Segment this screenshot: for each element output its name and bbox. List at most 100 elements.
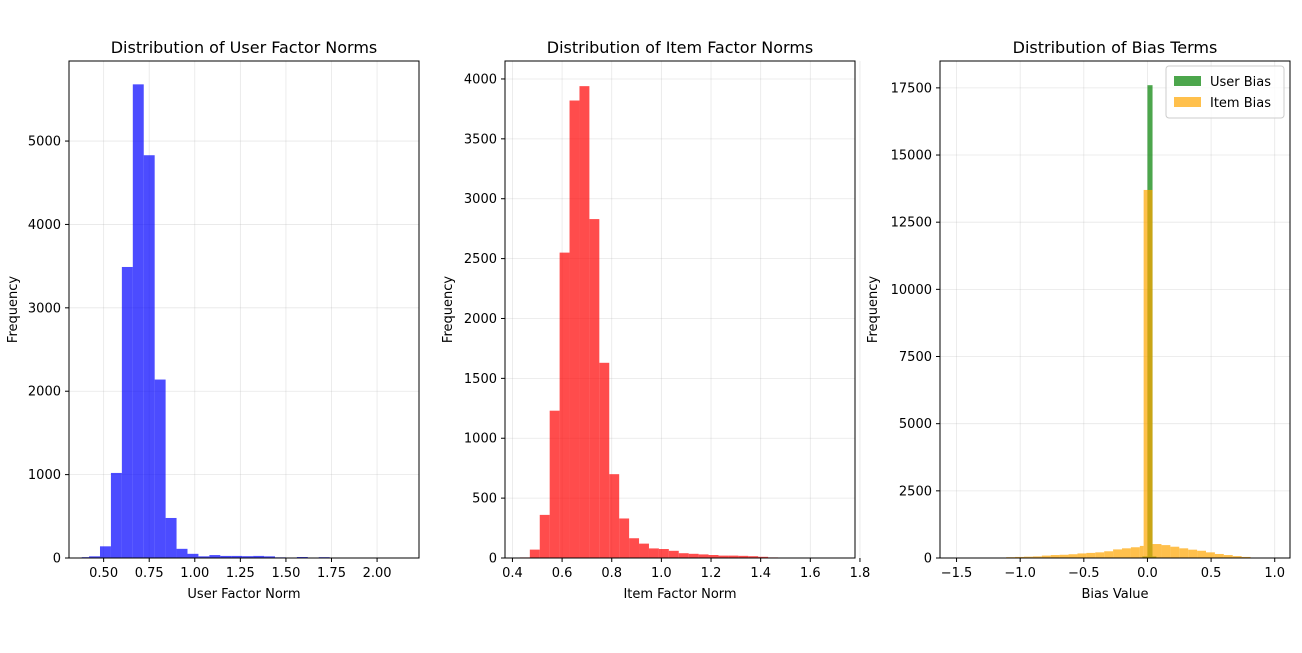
chart-title: Distribution of Bias Terms (1013, 38, 1218, 57)
x-tick-label: 0.6 (552, 566, 573, 581)
x-tick-label: 1.00 (180, 566, 209, 581)
x-tick-label: 1.6 (800, 566, 821, 581)
histogram-bar (187, 553, 199, 558)
histogram-bar (1104, 551, 1114, 558)
y-tick-label: 1000 (464, 432, 497, 447)
y-tick-label: 0 (489, 552, 497, 567)
x-axis-label: User Factor Norm (187, 587, 300, 602)
legend-swatch (1174, 76, 1201, 86)
y-tick-label: 5000 (28, 135, 61, 150)
x-tick-label: 1.4 (750, 566, 771, 581)
y-tick-label: 3000 (28, 301, 61, 316)
histogram-bar (678, 553, 689, 558)
histogram-bar (1015, 556, 1024, 558)
x-axis-label: Bias Value (1081, 587, 1148, 602)
y-tick-label: 5000 (899, 417, 932, 432)
histogram-bar (529, 549, 540, 558)
histogram-bar (1170, 546, 1180, 558)
histogram-bar (1122, 548, 1131, 558)
histogram-bar (121, 266, 133, 558)
histogram-bar (668, 550, 679, 558)
y-tick-label: 0 (53, 552, 61, 567)
x-tick-label: 2.00 (363, 566, 392, 581)
histogram-bar (648, 548, 659, 558)
legend-label: User Bias (1210, 75, 1271, 90)
x-tick-label: 1.50 (271, 566, 300, 581)
y-tick-label: 2500 (899, 484, 932, 499)
x-axis-label: Item Factor Norm (623, 587, 736, 602)
histogram-bar (1059, 554, 1069, 558)
histogram-bar (1032, 556, 1042, 558)
x-tick-label: 1.75 (317, 566, 346, 581)
histogram-bar (1223, 555, 1233, 558)
histogram-bar (198, 556, 210, 558)
x-tick-label: −1.0 (1004, 566, 1036, 581)
histogram-bar (1214, 553, 1224, 558)
histogram-bar (209, 555, 221, 558)
histogram-bar (688, 553, 699, 558)
histogram-bar (1197, 550, 1206, 558)
y-tick-label: 0 (924, 552, 932, 567)
histogram-bar (1024, 556, 1033, 558)
histogram-bar (539, 514, 550, 558)
histogram-bar (698, 554, 709, 558)
histogram-bar (609, 474, 620, 558)
histogram-bar (1095, 552, 1105, 558)
x-tick-label: 0.8 (601, 566, 622, 581)
histogram-bar (1139, 545, 1144, 558)
y-tick-label: 10000 (891, 283, 932, 298)
histogram-bar (658, 549, 669, 558)
histogram-bar (1152, 544, 1162, 558)
y-tick-label: 3000 (464, 192, 497, 207)
histogram-bar (1086, 552, 1096, 558)
histogram-bar (1077, 553, 1087, 558)
y-tick-label: 2500 (464, 252, 497, 267)
y-tick-label: 1000 (28, 468, 61, 483)
x-tick-label: 1.0 (651, 566, 672, 581)
y-axis-label: Frequency (866, 276, 881, 343)
histogram-bar (253, 555, 265, 558)
x-tick-label: −1.5 (941, 566, 973, 581)
y-tick-label: 15000 (891, 149, 932, 164)
x-tick-label: 0.4 (502, 566, 523, 581)
histogram-bar (708, 555, 719, 558)
histogram-bar (99, 546, 111, 558)
histogram-bar (89, 556, 100, 558)
histogram-bar (1143, 189, 1153, 558)
y-tick-label: 2000 (464, 312, 497, 327)
x-tick-label: 0.50 (89, 566, 118, 581)
histogram-bar (1188, 549, 1198, 558)
histogram-bar (559, 252, 570, 559)
x-tick-label: 0.75 (135, 566, 164, 581)
histogram-bar (231, 555, 243, 558)
histogram-bar (1179, 548, 1189, 558)
histogram-bar (589, 219, 600, 559)
histogram-bar (176, 548, 188, 558)
y-tick-label: 4000 (28, 218, 61, 233)
histogram-bar (220, 555, 232, 558)
histogram-bar (1232, 556, 1242, 558)
chart-title: Distribution of User Factor Norms (111, 38, 378, 57)
histogram-bar (165, 517, 177, 558)
y-tick-label: 2000 (28, 385, 61, 400)
axes-frame (939, 60, 1291, 559)
histogram-bar (738, 555, 749, 558)
y-axis-label: Frequency (6, 276, 21, 343)
chart-title: Distribution of Item Factor Norms (547, 38, 813, 57)
y-tick-label: 500 (472, 492, 497, 507)
legend-label: Item Bias (1210, 96, 1271, 111)
histogram-bar (264, 556, 275, 558)
y-axis-label: Frequency (441, 276, 456, 343)
histogram-bar (296, 556, 308, 558)
histogram-bar (579, 86, 590, 558)
y-tick-label: 7500 (899, 350, 932, 365)
histogram-bar (1041, 555, 1051, 558)
histogram-bar (1050, 555, 1060, 558)
y-tick-label: 17500 (891, 81, 932, 96)
histogram-bar (132, 84, 144, 558)
histogram-bar (1130, 547, 1140, 558)
histogram-bar (549, 410, 560, 558)
histogram-bar (619, 518, 630, 558)
x-tick-label: 1.25 (226, 566, 255, 581)
x-tick-label: 0.5 (1201, 566, 1222, 581)
